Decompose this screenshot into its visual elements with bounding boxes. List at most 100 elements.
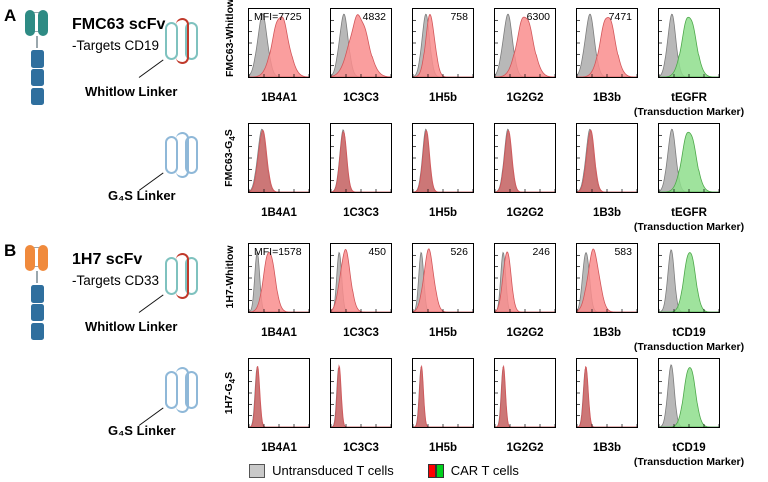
mfi-annotation: 450: [368, 246, 386, 258]
flow-histogram-plot[interactable]: 10⁰10¹10²10³10⁴: [494, 358, 556, 428]
flow-histogram-plot[interactable]: MFI=7725 10⁰10¹10²10³10⁴: [248, 8, 310, 78]
flow-histogram-plot[interactable]: 7471 10⁰10¹10²10³10⁴: [576, 8, 638, 78]
flow-histogram-plot[interactable]: 758 10⁰10¹10²10³10⁴: [412, 8, 474, 78]
car-histogram-trace: [659, 252, 719, 312]
x-axis-tick-labels: 10⁰10¹10²10³10⁴: [659, 77, 719, 78]
plot-caption-1g2g2: 1G2G2: [506, 442, 544, 454]
untransduced-swatch-icon: [249, 463, 266, 478]
x-axis-tick-labels: 10⁰10¹10²10³10⁴: [577, 427, 637, 428]
mfi-annotation: 246: [532, 246, 550, 258]
whitlow-linker-label-b: Whitlow Linker: [85, 319, 178, 334]
flow-histogram-plot[interactable]: 6300 10⁰10¹10²10³10⁴: [494, 8, 556, 78]
car-histogram-trace: [249, 129, 309, 192]
flow-histogram-plot[interactable]: 10⁰10¹10²10³10⁴: [658, 123, 720, 193]
flow-histogram-plot[interactable]: 10⁰10¹10²10³10⁴: [330, 358, 392, 428]
flow-histogram-plot[interactable]: 4832 10⁰10¹10²10³10⁴: [330, 8, 392, 78]
x-axis-tick-labels: 10⁰10¹10²10³10⁴: [249, 312, 309, 313]
flow-histogram-plot[interactable]: 10⁰10¹10²10³10⁴: [658, 8, 720, 78]
car-construct-diagram-a: [20, 10, 54, 106]
g4s-linker-icon: [176, 367, 189, 413]
histogram-trace-group: [577, 128, 637, 192]
car-intracellular-domain-1-icon: [30, 284, 44, 303]
car-histogram-trace: [495, 129, 555, 192]
construct-title-a: FMC63 scFv: [72, 16, 166, 33]
plot-caption-1b4a1: 1B4A1: [261, 207, 297, 219]
flow-histogram-plot[interactable]: 583 10⁰10¹10²10³10⁴: [576, 243, 638, 313]
scfv-chain-left-icon: [165, 257, 178, 295]
plot-caption-1b4a1: 1B4A1: [261, 442, 297, 454]
mfi-annotation: 6300: [526, 11, 550, 23]
scfv-domain-icon: [24, 10, 50, 36]
flow-histogram-plot[interactable]: 10⁰10¹10²10³10⁴: [494, 123, 556, 193]
row-axis-label: FMC63-G4S: [222, 129, 238, 187]
x-axis-tick-labels: 10⁰10¹10²10³10⁴: [331, 312, 391, 313]
scfv-chain-left-icon: [165, 22, 178, 60]
row-axis-label: 1H7-G4S: [222, 371, 238, 415]
car-histogram-trace: [249, 16, 309, 77]
flow-histogram-plot[interactable]: 246 10⁰10¹10²10³10⁴: [494, 243, 556, 313]
transduction-marker-subcaption: (Transduction Marker): [633, 106, 745, 118]
histogram-trace-group: [249, 128, 309, 192]
flow-histogram-plot[interactable]: 10⁰10¹10²10³10⁴: [412, 123, 474, 193]
x-axis-tick-labels: 10⁰10¹10²10³10⁴: [577, 192, 637, 193]
histogram-trace-group: [495, 364, 555, 427]
g4s-linker-icon: [176, 132, 189, 178]
plot-caption-1h5b: 1H5b: [428, 92, 458, 104]
x-axis-tick-labels: 10⁰10¹10²10³10⁴: [659, 192, 719, 193]
car-intracellular-domain-1-icon: [30, 49, 44, 68]
histogram-trace-group: [331, 364, 391, 427]
car-histogram-trace: [331, 131, 391, 192]
car-histogram-trace: [577, 248, 637, 312]
hinge-spacer-icon: [36, 271, 38, 283]
histogram-trace-group: [659, 249, 719, 312]
histogram-trace-group: [577, 13, 637, 77]
g4s-linker-label-b: G₄S Linker: [108, 423, 176, 438]
x-axis-tick-labels: 10⁰10¹10²10³10⁴: [577, 77, 637, 78]
flow-histogram-plot[interactable]: 526 10⁰10¹10²10³10⁴: [412, 243, 474, 313]
linker-leader-line-a1: [138, 59, 164, 78]
whitlow-linker-diagram-a: [163, 18, 209, 64]
histogram-trace-group: [413, 128, 473, 192]
g4s-linker-diagram-a: [163, 132, 209, 178]
x-axis-tick-labels: 10⁰10¹10²10³10⁴: [249, 192, 309, 193]
scfv-chain-left-icon: [165, 136, 178, 174]
car-histogram-trace: [249, 252, 309, 312]
histogram-trace-group: [413, 248, 473, 312]
car-histogram-trace: [413, 129, 473, 192]
transduction-marker-subcaption: (Transduction Marker): [633, 221, 745, 233]
histogram-trace-group: [249, 365, 309, 427]
plot-caption-1c3c3: 1C3C3: [343, 207, 379, 219]
plot-caption-tegfr: tEGFR: [671, 92, 707, 104]
x-axis-tick-labels: 10⁰10¹10²10³10⁴: [495, 427, 555, 428]
plot-caption-1g2g2: 1G2G2: [506, 327, 544, 339]
g4s-linker-diagram-b: [163, 367, 209, 413]
plot-caption-1b4a1: 1B4A1: [261, 92, 297, 104]
mfi-annotation: 758: [450, 11, 468, 23]
x-axis-tick-labels: 10⁰10¹10²10³10⁴: [249, 77, 309, 78]
flow-histogram-plot[interactable]: 10⁰10¹10²10³10⁴: [576, 358, 638, 428]
flow-histogram-plot[interactable]: 10⁰10¹10²10³10⁴: [330, 123, 392, 193]
car-histogram-trace: [659, 131, 719, 192]
flow-histogram-plot[interactable]: 450 10⁰10¹10²10³10⁴: [330, 243, 392, 313]
histogram-trace-group: [331, 13, 391, 77]
flow-histogram-plot[interactable]: 10⁰10¹10²10³10⁴: [412, 358, 474, 428]
plot-caption-1h5b: 1H5b: [428, 207, 458, 219]
histogram-trace-group: [495, 128, 555, 192]
plot-caption-1c3c3: 1C3C3: [343, 92, 379, 104]
whitlow-linker-diagram-b: [163, 253, 209, 299]
flow-histogram-plot[interactable]: 10⁰10¹10²10³10⁴: [658, 358, 720, 428]
transduction-marker-subcaption: (Transduction Marker): [633, 341, 745, 353]
histogram-trace-group: [659, 13, 719, 77]
plot-caption-tegfr: tEGFR: [671, 207, 707, 219]
x-axis-tick-labels: 10⁰10¹10²10³10⁴: [331, 427, 391, 428]
car-construct-diagram-b: [20, 245, 54, 341]
histogram-trace-group: [413, 13, 473, 77]
flow-histogram-plot[interactable]: 10⁰10¹10²10³10⁴: [576, 123, 638, 193]
construct-subtitle-b: -Targets CD33: [72, 273, 160, 288]
flow-histogram-plot[interactable]: MFI=1578 10⁰10¹10²10³10⁴: [248, 243, 310, 313]
flow-histogram-plot[interactable]: 10⁰10¹10²10³10⁴: [248, 358, 310, 428]
panel-letter-a: A: [4, 6, 17, 25]
flow-histogram-plot[interactable]: 10⁰10¹10²10³10⁴: [658, 243, 720, 313]
flow-histogram-plot[interactable]: 10⁰10¹10²10³10⁴: [248, 123, 310, 193]
hinge-spacer-icon: [36, 36, 38, 48]
